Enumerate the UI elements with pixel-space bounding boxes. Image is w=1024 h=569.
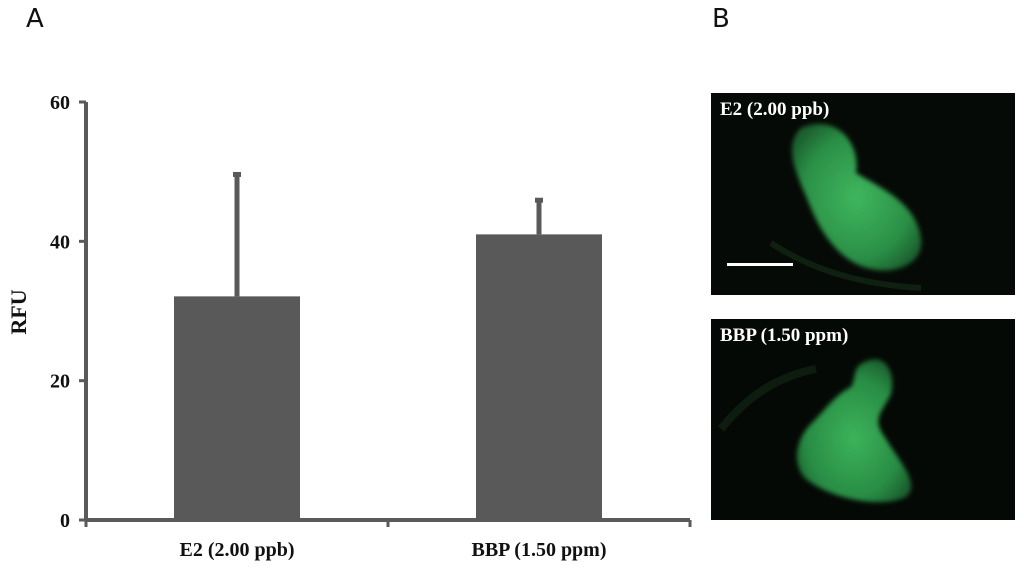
image-caption-e2: E2 (2.00 ppb)	[720, 99, 830, 120]
y-tick-label: 60	[50, 92, 70, 114]
fluorescence-image-e2	[711, 93, 1015, 295]
image-caption-bbp: BBP (1.50 ppm)	[720, 325, 849, 346]
micrograph-e2: E2 (2.00 ppb)	[711, 93, 1015, 295]
bar	[174, 296, 300, 520]
fluorescence-image-bbp	[711, 319, 1015, 520]
y-tick-label: 0	[60, 510, 70, 532]
scale-bar	[727, 263, 793, 266]
x-tick-label: BBP (1.50 ppm)	[471, 539, 606, 561]
tissue-region	[796, 359, 912, 503]
bar-chart: 0 20 40 60 E2 (2.00 ppb) BBP (1.50 ppm) RFU	[6, 92, 692, 561]
x-tick-label: E2 (2.00 ppb)	[179, 539, 294, 561]
y-tick-label: 40	[50, 231, 70, 253]
micrograph-bbp: BBP (1.50 ppm)	[711, 319, 1015, 520]
bar	[476, 234, 602, 520]
tissue-region	[792, 124, 922, 271]
panel-label-a: A	[26, 4, 44, 34]
y-axis-label: RFU	[6, 289, 31, 334]
y-tick-label: 20	[50, 371, 70, 393]
panel-label-b: B	[712, 4, 730, 34]
